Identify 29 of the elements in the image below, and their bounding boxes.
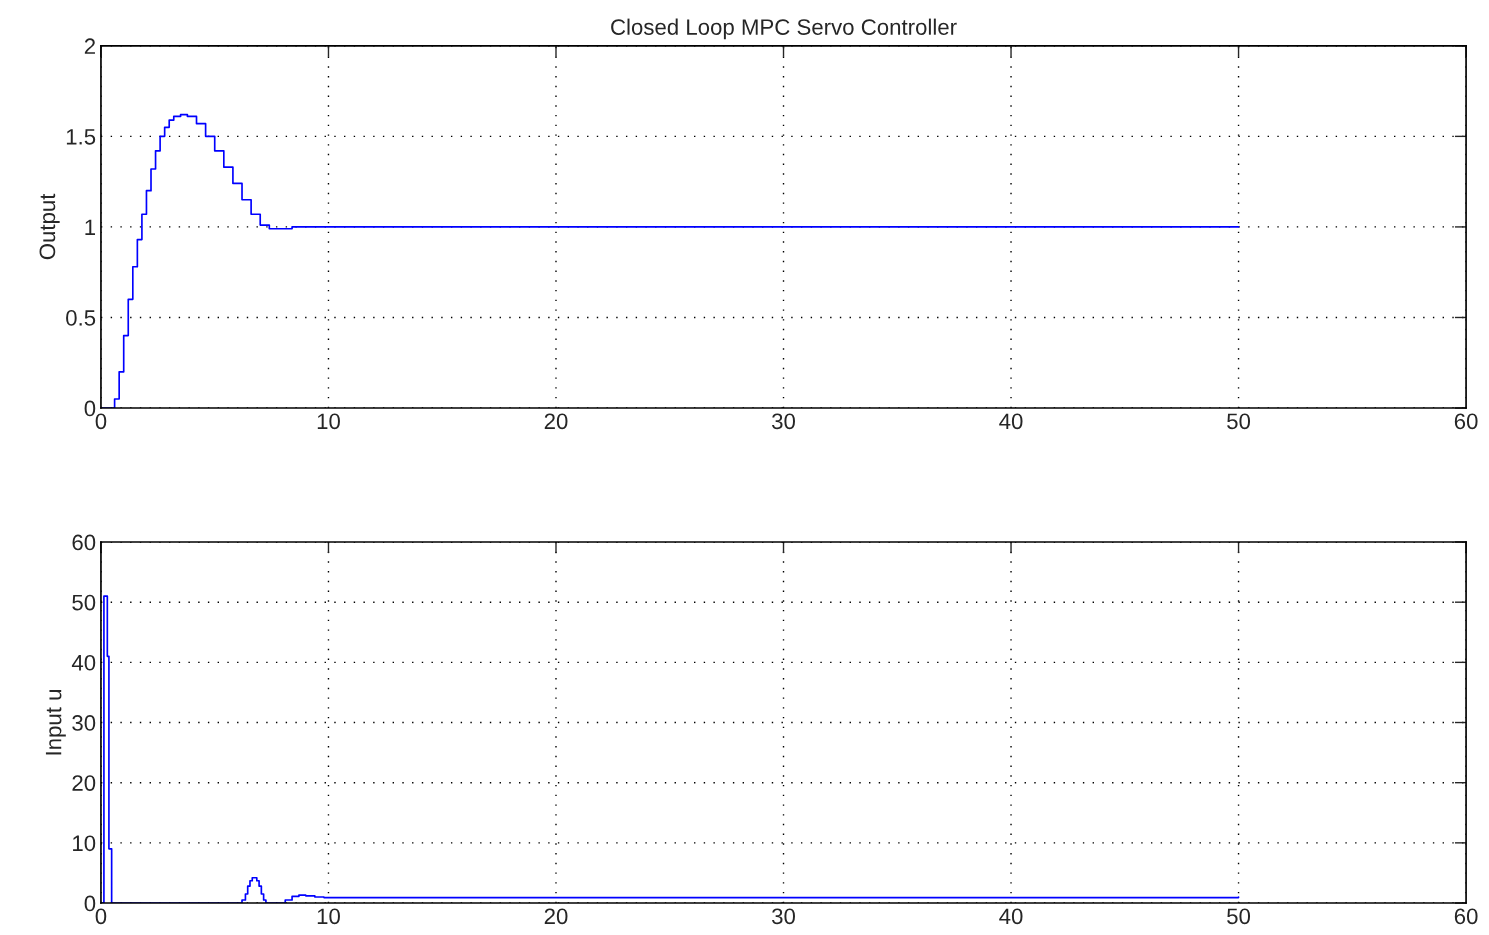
x-tick-label: 20 [544, 908, 568, 925]
y-tick-label: 10 [73, 835, 96, 852]
y-axis-title: Output [39, 193, 60, 260]
x-tick-label: 10 [317, 908, 340, 925]
y-tick-label: 60 [72, 534, 96, 551]
y-tick-label: 0 [84, 895, 96, 912]
y-tick-label: 1.5 [66, 129, 96, 145]
x-tick-label: 30 [772, 413, 795, 430]
y-tick-label: 20 [72, 775, 96, 791]
x-tick-label: 50 [1227, 413, 1251, 430]
x-tick-label: 0 [95, 413, 107, 430]
y-tick-label: 40 [71, 654, 96, 671]
x-tick-label: 0 [95, 908, 107, 925]
x-tick-label: 60 [1454, 413, 1478, 430]
x-tick-label: 60 [1454, 908, 1478, 925]
x-tick-label: 40 [999, 908, 1023, 925]
chart-title: Closed Loop MPC Servo Controller [611, 18, 957, 40]
x-tick-label: 20 [544, 413, 568, 430]
y-tick-label: 30 [72, 715, 96, 731]
x-tick-label: 50 [1227, 908, 1251, 925]
x-tick-label: 10 [317, 413, 340, 430]
y-tick-label: 2 [84, 38, 95, 54]
x-tick-label: 40 [999, 413, 1023, 430]
y-tick-label: 1 [85, 219, 96, 235]
x-tick-label: 30 [772, 908, 795, 925]
y-axis-title: Input u [45, 690, 66, 755]
y-tick-label: 50 [72, 594, 96, 611]
y-tick-label: 0.5 [66, 310, 96, 326]
y-tick-label: 0 [84, 400, 96, 417]
